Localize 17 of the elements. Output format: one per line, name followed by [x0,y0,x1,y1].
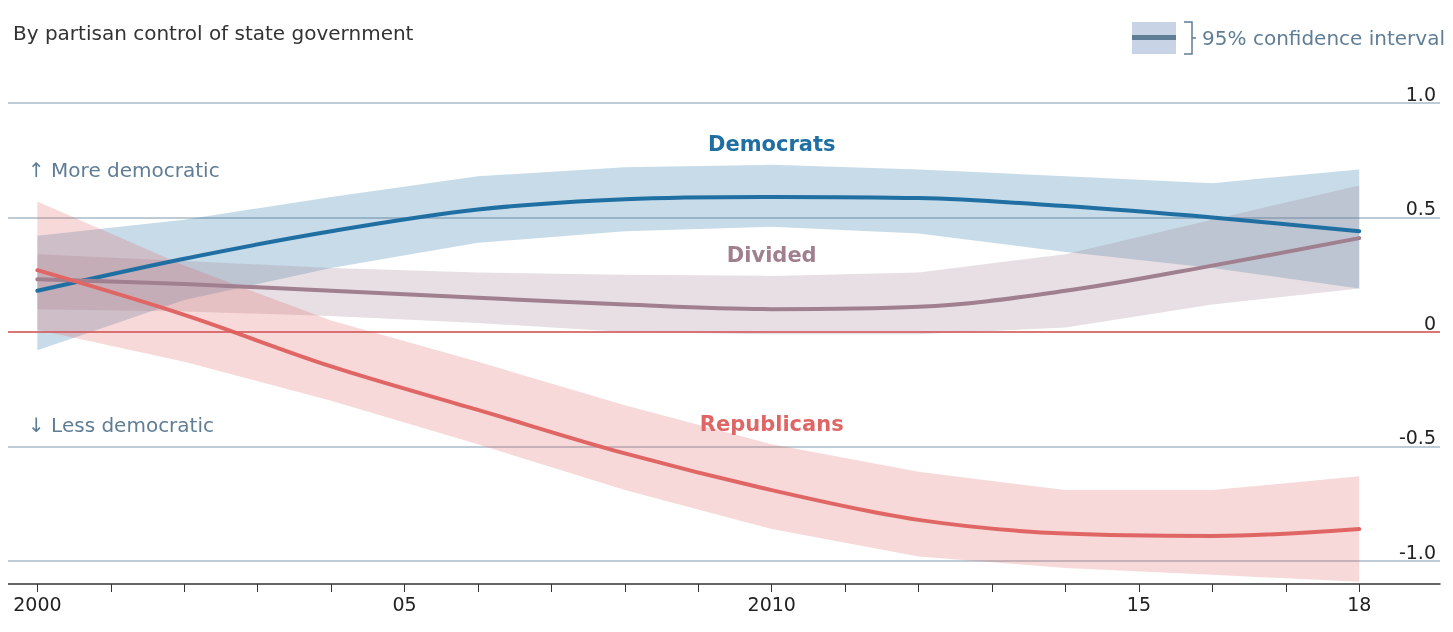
y-tick-label: -1.0 [1398,540,1436,563]
annotation: ↑ More democratic [28,158,220,182]
x-tick-label: 2010 [747,592,796,615]
chart-subtitle: By partisan control of state government [13,21,414,45]
x-tick-label: 05 [392,592,417,615]
y-tick-label: -0.5 [1398,426,1436,449]
x-tick-label: 2000 [13,592,62,615]
series-label: Democrats [707,132,836,157]
y-tick-label: 1.0 [1405,82,1436,105]
text: 95% confidence interval [1202,26,1445,50]
y-tick-label: 0 [1423,311,1436,334]
series-label: Divided [726,243,817,268]
series-label: Republicans [699,411,844,436]
x-tick-label: 18 [1347,592,1372,615]
x-tick-label: 15 [1126,592,1152,615]
y-tick-label: 0.5 [1405,197,1436,220]
annotation: ↓ Less democratic [28,413,214,437]
